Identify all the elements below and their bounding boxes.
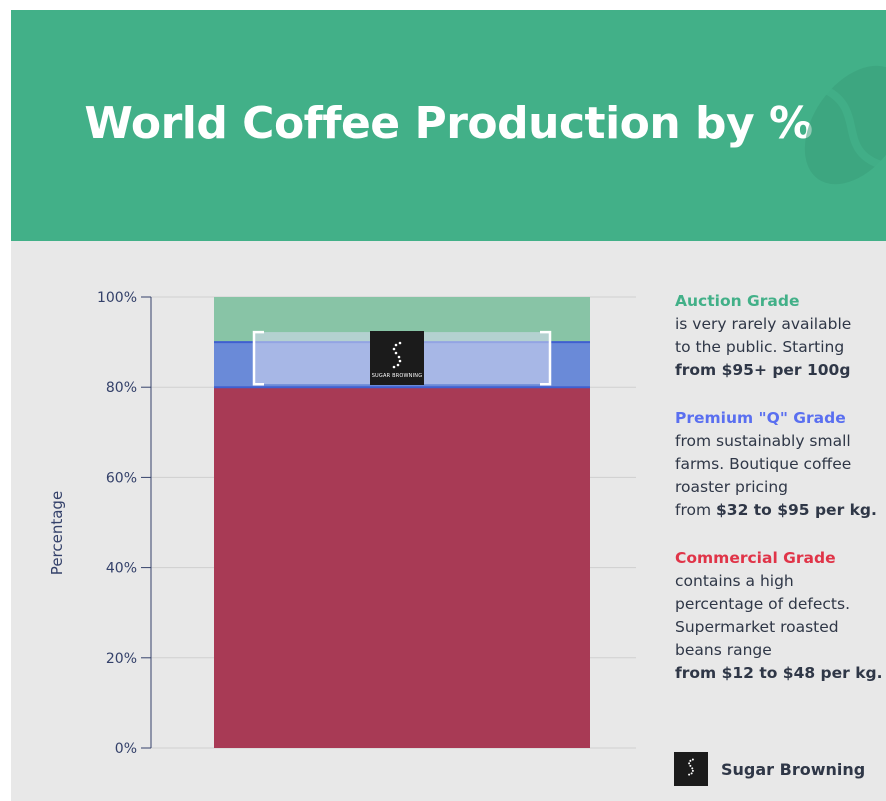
brand-logo [674,752,708,786]
legend-description: farms. Boutique coffee [675,455,852,473]
legend-price: from $32 to $95 per kg. [675,499,886,522]
legend-description: percentage of defects. [675,595,851,613]
highlight-bracket-right [540,330,552,386]
legend-description: Supermarket roasted [675,618,839,636]
brand-footer: Sugar Browning [674,752,865,786]
legend-price-value: from $12 to $48 per kg. [675,664,883,682]
legend-description: beans range [675,641,772,659]
y-axis-label: Percentage [48,490,66,576]
legend-description: from sustainably small [675,432,851,450]
legend-price-value: from $95+ per 100g [675,361,851,379]
legend-price: from $95+ per 100g [675,359,886,382]
legend-item: Premium "Q" Grade from sustainably small f… [675,407,886,522]
legend-price-prefix: from [675,501,716,519]
coffee-bean-icon [804,65,886,185]
header-banner: World Coffee Production by % [11,10,886,241]
legend-description: is very rarely available [675,315,852,333]
bar-segment-commercial-grade [214,387,590,748]
y-tick-label: 60% [106,470,137,486]
chart-area: 0% 20% 40% 60% 80% 100% [97,290,636,757]
infographic-panel: World Coffee Production by % 0% 20% 40% 60%… [11,10,886,801]
center-logo-text: SUGAR BROWNING [371,373,423,379]
legend-title: Auction Grade [675,292,800,310]
page-title: World Coffee Production by % [84,98,813,149]
brand-name: Sugar Browning [721,759,866,779]
brand-s-icon [688,758,694,776]
logo-s-icon [392,341,402,369]
highlight-bracket-left [252,330,264,386]
y-tick-label: 0% [115,741,137,757]
legend-item: Commercial Grade contains a high percentag… [675,547,886,685]
legend-description: roaster pricing [675,478,789,496]
legend-title: Premium "Q" Grade [675,409,846,427]
legend: Auction Grade is very rarely available to … [675,290,886,710]
y-tick-label: 80% [106,380,137,396]
y-tick-label: 20% [106,651,137,667]
legend-description: to the public. Starting [675,338,845,356]
legend-description: contains a high [675,572,794,590]
center-brand-logo: SUGAR BROWNING [370,331,424,385]
legend-price: from $12 to $48 per kg. [675,662,886,685]
legend-item: Auction Grade is very rarely available to … [675,290,886,382]
legend-title: Commercial Grade [675,549,836,567]
y-tick-label: 40% [106,561,137,577]
y-tick-label: 100% [97,290,137,306]
legend-price-value: $32 to $95 per kg. [716,501,877,519]
